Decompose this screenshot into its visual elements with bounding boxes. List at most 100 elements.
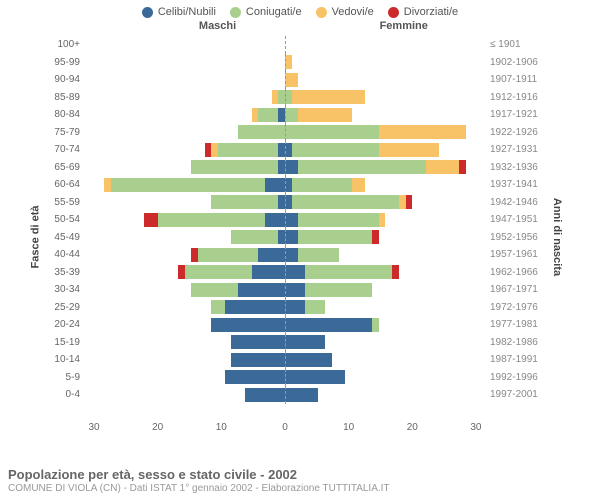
bar-segment <box>278 143 285 157</box>
bar-segment <box>265 178 285 192</box>
bar-segment <box>205 143 212 157</box>
bar-segment <box>426 160 459 174</box>
bar-segment <box>305 283 372 297</box>
bar-male <box>84 281 285 299</box>
bar-male <box>84 54 285 72</box>
bar-male <box>84 89 285 107</box>
bar-area <box>84 106 486 124</box>
legend-label: Celibi/Nubili <box>158 6 216 18</box>
bar-female <box>285 54 486 72</box>
x-tick: 30 <box>84 422 104 438</box>
bar-segment <box>285 335 325 349</box>
bar-segment <box>379 143 439 157</box>
header-female: Femmine <box>311 20 547 32</box>
bar-male <box>84 264 285 282</box>
bar-female <box>285 316 486 334</box>
bar-male <box>84 211 285 229</box>
bar-area <box>84 71 486 89</box>
birth-label: 1982-1986 <box>486 337 540 348</box>
bar-segment <box>285 178 292 192</box>
chart-subtitle: COMUNE DI VIOLA (CN) - Dati ISTAT 1° gen… <box>8 483 592 494</box>
center-line <box>285 369 286 387</box>
age-label: 80-84 <box>50 109 84 120</box>
bar-female <box>285 106 486 124</box>
chart-row: 30-341967-1971 <box>50 281 540 299</box>
age-label: 0-4 <box>50 389 84 400</box>
bar-female <box>285 176 486 194</box>
bar-segment <box>198 248 258 262</box>
bar-male <box>84 351 285 369</box>
bar-segment <box>406 195 413 209</box>
bar-segment <box>298 160 425 174</box>
bar-area <box>84 89 486 107</box>
bar-female <box>285 141 486 159</box>
x-tick: 20 <box>148 422 168 438</box>
bar-male <box>84 386 285 404</box>
birth-label: 1962-1966 <box>486 267 540 278</box>
bar-male <box>84 106 285 124</box>
age-label: 40-44 <box>50 249 84 260</box>
bar-segment <box>258 108 278 122</box>
age-label: 15-19 <box>50 337 84 348</box>
bar-segment <box>392 265 399 279</box>
age-label: 70-74 <box>50 144 84 155</box>
bar-area <box>84 36 486 54</box>
birth-label: 1977-1981 <box>486 319 540 330</box>
age-label: 20-24 <box>50 319 84 330</box>
center-line <box>285 246 286 264</box>
chart-row: 40-441957-1961 <box>50 246 540 264</box>
bar-segment <box>258 248 285 262</box>
legend: Celibi/NubiliConiugati/eVedovi/eDivorzia… <box>0 0 600 20</box>
chart-row: 45-491952-1956 <box>50 229 540 247</box>
chart-row: 15-19 1982-1986 <box>50 334 540 352</box>
chart-row: 75-791922-1926 <box>50 124 540 142</box>
bar-segment <box>225 300 285 314</box>
bar-segment <box>158 213 265 227</box>
birth-label: 1937-1941 <box>486 179 540 190</box>
bar-segment <box>285 388 318 402</box>
center-line <box>285 316 286 334</box>
birth-label: 1967-1971 <box>486 284 540 295</box>
bar-area <box>84 369 486 387</box>
bar-segment <box>285 160 298 174</box>
center-line <box>285 194 286 212</box>
age-label: 35-39 <box>50 267 84 278</box>
bar-segment <box>298 230 372 244</box>
bar-segment <box>211 318 285 332</box>
chart-row: 0-41997-2001 <box>50 386 540 404</box>
x-tick: 30 <box>466 422 486 438</box>
y-axis-label-left: Fasce di età <box>29 206 41 269</box>
age-label: 25-29 <box>50 302 84 313</box>
bar-segment <box>111 178 265 192</box>
birth-label: 1942-1946 <box>486 197 540 208</box>
bar-area <box>84 351 486 369</box>
chart-row: 55-591942-1946 <box>50 194 540 212</box>
bar-male <box>84 159 285 177</box>
bar-segment <box>285 353 332 367</box>
bar-female <box>285 281 486 299</box>
age-label: 95-99 <box>50 57 84 68</box>
chart-row: 65-691932-1936 <box>50 159 540 177</box>
chart-row: 70-741927-1931 <box>50 141 540 159</box>
bar-segment <box>231 353 285 367</box>
x-tick: 10 <box>339 422 359 438</box>
chart-row: 5-91992-1996 <box>50 369 540 387</box>
bar-segment <box>144 213 157 227</box>
bar-segment <box>238 125 285 139</box>
bar-area <box>84 246 486 264</box>
birth-label: 1932-1936 <box>486 162 540 173</box>
bar-female <box>285 211 486 229</box>
legend-swatch <box>142 7 153 18</box>
legend-label: Vedovi/e <box>332 6 374 18</box>
bar-female <box>285 351 486 369</box>
center-line <box>285 36 286 54</box>
bar-female <box>285 369 486 387</box>
center-line <box>285 281 286 299</box>
bar-male <box>84 316 285 334</box>
legend-swatch <box>388 7 399 18</box>
bar-female <box>285 334 486 352</box>
birth-label: 1992-1996 <box>486 372 540 383</box>
bar-male <box>84 71 285 89</box>
bar-area <box>84 281 486 299</box>
bar-male <box>84 229 285 247</box>
